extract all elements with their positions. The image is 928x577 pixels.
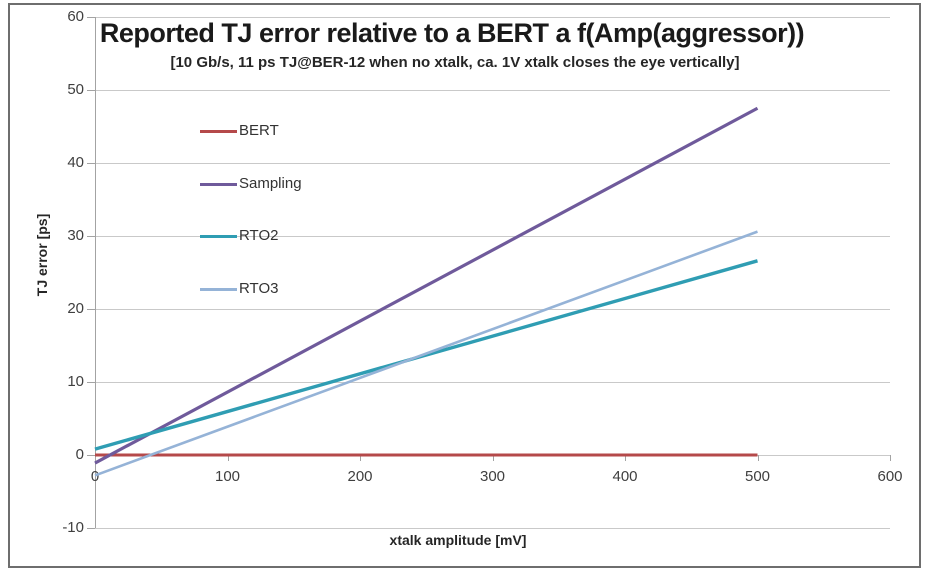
y-axis-title: TJ error [ps] [34,213,50,297]
x-tick-label: 300 [479,468,506,485]
x-tick-label: 0 [90,468,100,485]
y-axis-tick [87,454,95,456]
y-tick-label: 60 [67,8,84,25]
h-gridline [95,381,890,383]
y-axis-tick [87,381,95,383]
x-tick-label: 100 [214,468,241,485]
x-axis-tick [890,455,891,461]
y-tick-label: 30 [67,227,84,244]
x-axis-tick [95,455,96,461]
y-axis-tick [87,235,95,237]
y-axis-line [95,17,96,528]
y-axis-tick [87,308,95,310]
y-tick-label: 20 [67,300,84,317]
x-tick-label: 600 [877,468,903,485]
x-tick-label: 200 [347,468,373,485]
x-tick-label: 400 [612,468,638,485]
x-axis-tick [492,455,494,461]
y-tick-label: 50 [67,81,84,98]
h-gridline [95,162,890,164]
chart-subtitle: [10 Gb/s, 11 ps TJ@BER-12 when no xtalk,… [170,54,740,71]
h-gridline [95,89,890,91]
h-gridline [95,527,890,529]
x-axis-tick [360,455,361,461]
x-tick-label: 500 [744,468,771,485]
x-axis-title: xtalk amplitude [mV] [389,532,527,548]
x-axis-tick [227,455,229,461]
chart-title: Reported TJ error relative to a BERT a f… [99,18,805,48]
y-tick-label: 10 [67,373,84,390]
y-tick-label: 40 [67,154,84,171]
y-tick-label: -10 [62,519,84,536]
y-axis-tick [87,16,95,18]
y-axis-tick [87,527,95,529]
y-axis-tick [87,162,95,164]
y-tick-label: 0 [75,446,84,463]
h-gridline [95,16,890,18]
h-gridline [95,308,890,310]
x-axis-tick [625,455,626,461]
x-axis-tick [757,455,759,461]
y-axis-tick [87,89,95,91]
h-gridline [95,235,890,237]
